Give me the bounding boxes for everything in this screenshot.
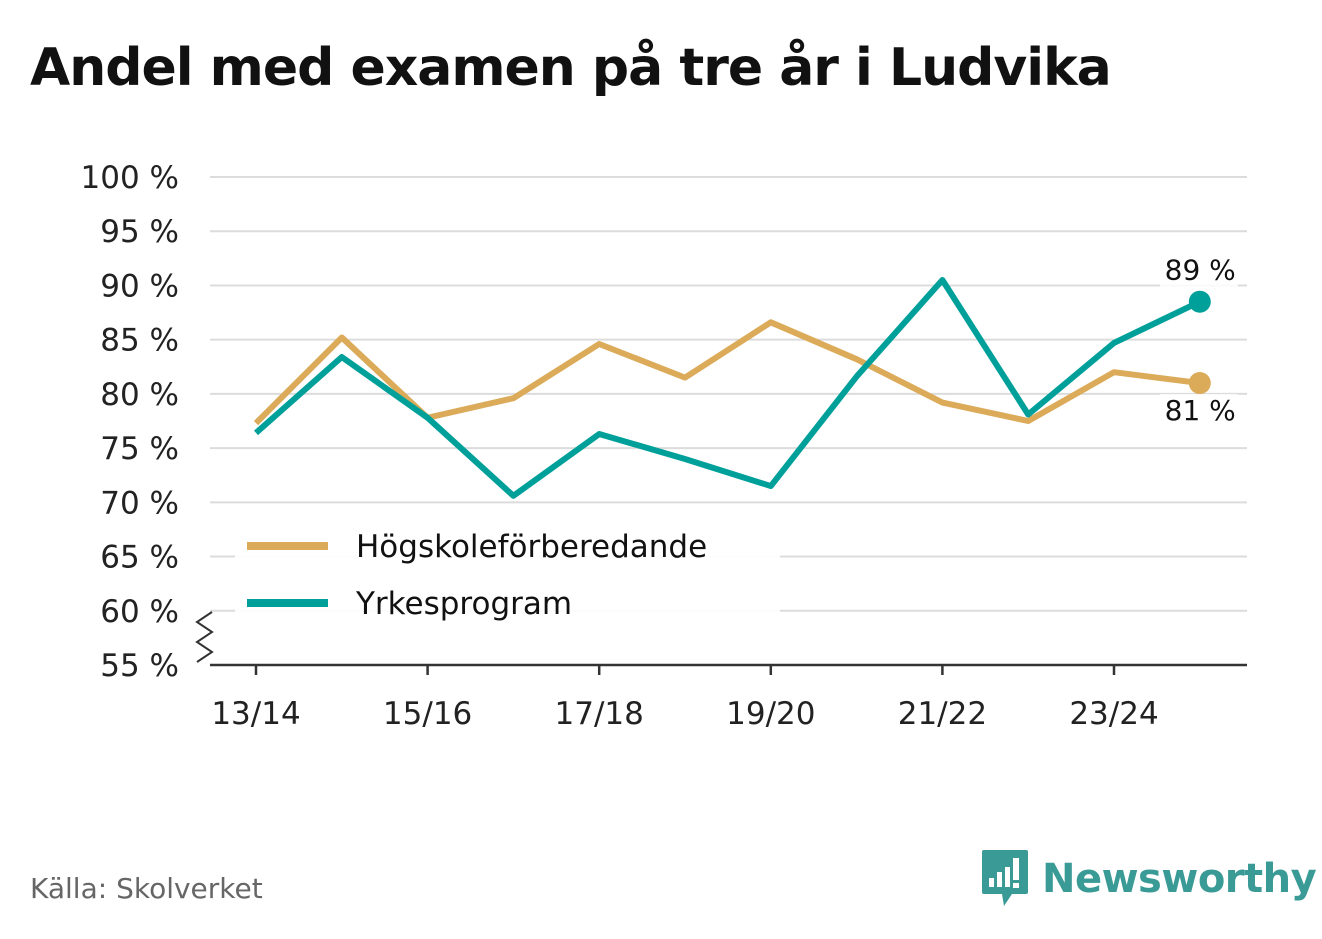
legend-label: Yrkesprogram [355,586,572,622]
brand-name: Newsworthy [1042,856,1317,902]
x-tick-label: 23/24 [1069,696,1158,732]
end-label-background [1159,394,1238,429]
tick-labels: 100 % 95 % 90 % 85 % 80 % 75 % 70 % 65 % 60 % 55 … [81,160,1238,732]
x-tick-label: 13/14 [211,696,300,732]
y-tick-label: 90 % [100,268,179,304]
series-lines [253,277,1211,499]
series-line [254,277,1202,499]
y-tick-label: 80 % [100,377,179,413]
end-label-background [1159,253,1238,288]
series-end-point [1188,372,1211,395]
legend-label: Högskoleförberedande [356,529,707,565]
axes [195,611,1247,675]
source-note: Källa: Skolverket [30,872,263,905]
series-end-label: 81 % [1165,394,1236,427]
x-tick-label: 21/22 [898,696,987,732]
y-tick-label: 55 % [100,648,179,684]
series-line [253,319,1201,426]
y-tick-label: 75 % [100,431,179,467]
y-tick-label: 60 % [100,594,179,630]
y-tick-label: 95 % [100,214,179,250]
x-tick-label: 15/16 [383,696,472,732]
series-end-label: 89 % [1165,254,1236,287]
brand-logo: Newsworthy [980,848,1317,910]
y-tick-label: 100 % [81,160,179,196]
x-tick-label: 19/20 [726,696,815,732]
y-tick-label: 65 % [100,540,179,576]
x-tick-label: 17/18 [555,696,644,732]
y-tick-label: 85 % [100,323,179,359]
chart-title: Andel med examen på tre år i Ludvika [30,38,1112,98]
series-end-point [1188,290,1211,313]
legend: Högskoleförberedande Yrkesprogram [235,520,780,622]
y-tick-label: 70 % [100,485,179,521]
axis-break-icon [195,611,214,663]
newsworthy-logo-icon [982,850,1028,906]
